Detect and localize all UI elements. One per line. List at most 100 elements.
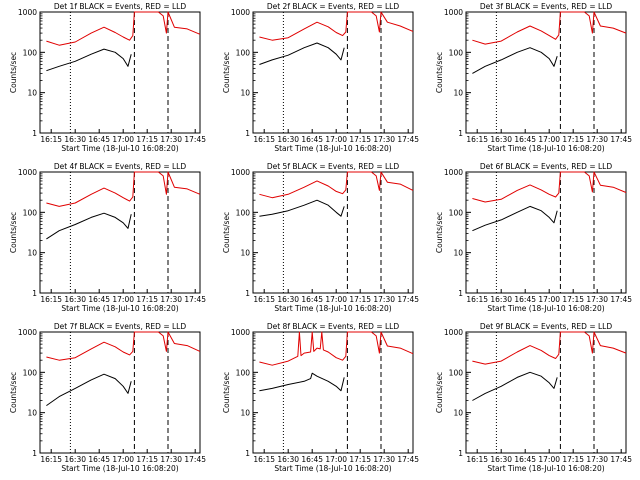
plot-frame [465,11,627,134]
y-tick-label: 1000 [444,168,463,177]
x-tick-label: 17:00 [112,455,134,464]
chart-title: Det 8f BLACK = Events, RED = LLD [267,322,400,331]
y-tick-label: 1 [32,449,37,458]
x-axis-label: Start Time (18-Jul-10 16:08:20) [274,304,391,313]
y-tick-label: 100 [23,368,38,377]
x-tick-label: 17:15 [349,455,371,464]
lld-series-line [46,171,201,207]
y-tick-label: 1 [458,129,463,138]
lld-series-line [472,331,627,365]
y-tick-label: 1 [32,129,37,138]
events-series-line [46,373,132,407]
y-axis-label: Counts/sec [435,52,444,93]
chart-title: Det 9f BLACK = Events, RED = LLD [480,322,613,331]
plot-frame [465,171,627,294]
chart-title: Det 1f BLACK = Events, RED = LLD [54,2,187,11]
x-tick-label: 16:15 [40,455,62,464]
events-series-line [472,371,558,401]
detector-chart-8: Det 8f BLACK = Events, RED = LLD 1 10 100 10… [222,322,419,473]
x-tick-label: 16:30 [277,135,299,144]
events-series-line [259,199,345,217]
x-tick-label: 17:45 [397,455,419,464]
detector-chart-9: Det 9f BLACK = Events, RED = LLD 1 10 100 10… [435,322,632,473]
x-tick-label: 17:00 [112,135,134,144]
y-tick-label: 10 [453,409,463,418]
lld-series-line [46,331,201,361]
x-tick-label: 17:00 [325,295,347,304]
x-tick-label: 17:30 [373,295,395,304]
x-tick-label: 16:45 [301,455,323,464]
x-tick-label: 17:45 [397,295,419,304]
events-series-line [259,42,345,65]
events-series-line [472,47,558,74]
y-tick-label: 1 [458,289,463,298]
x-axis-label: Start Time (18-Jul-10 16:08:20) [274,464,391,473]
y-tick-label: 1000 [18,168,37,177]
detector-chart-6: Det 6f BLACK = Events, RED = LLD 1 10 100 10… [435,162,632,313]
detector-chart-5: Det 5f BLACK = Events, RED = LLD 1 10 100 10… [222,162,419,313]
chart-title: Det 7f BLACK = Events, RED = LLD [54,322,187,331]
y-tick-label: 1000 [18,8,37,17]
y-axis-label: Counts/sec [222,212,231,253]
y-tick-label: 1000 [18,328,37,337]
x-tick-label: 17:30 [373,455,395,464]
x-tick-label: 16:30 [64,135,86,144]
x-tick-label: 16:30 [490,135,512,144]
x-tick-label: 17:00 [325,135,347,144]
y-tick-label: 1000 [231,168,250,177]
y-tick-label: 100 [449,368,464,377]
y-tick-label: 1 [245,449,250,458]
y-axis-label: Counts/sec [222,372,231,413]
x-tick-label: 16:30 [277,295,299,304]
x-tick-label: 17:15 [136,135,158,144]
y-tick-label: 1000 [444,8,463,17]
x-tick-label: 17:00 [112,295,134,304]
x-tick-label: 16:15 [40,135,62,144]
x-tick-label: 16:45 [514,135,536,144]
y-tick-label: 100 [23,48,38,57]
y-tick-label: 1 [458,449,463,458]
x-tick-label: 17:00 [325,455,347,464]
x-tick-label: 16:15 [253,135,275,144]
x-tick-label: 16:45 [514,455,536,464]
x-tick-label: 16:15 [253,455,275,464]
y-tick-label: 10 [27,89,37,98]
y-axis-label: Counts/sec [435,372,444,413]
x-axis-label: Start Time (18-Jul-10 16:08:20) [487,464,604,473]
y-tick-label: 100 [23,208,38,217]
x-tick-label: 16:15 [466,455,488,464]
x-tick-label: 16:15 [253,295,275,304]
lld-series-line [259,171,414,199]
lld-series-line [472,11,627,45]
x-tick-label: 16:15 [466,295,488,304]
x-tick-label: 17:15 [562,135,584,144]
detector-chart-1: Det 1f BLACK = Events, RED = LLD 1 10 100 10… [9,2,206,153]
y-tick-label: 1000 [444,328,463,337]
y-tick-label: 10 [240,89,250,98]
y-tick-label: 1 [32,289,37,298]
y-tick-label: 100 [236,48,251,57]
y-tick-label: 100 [236,368,251,377]
x-axis-label: Start Time (18-Jul-10 16:08:20) [61,144,178,153]
lld-series-line [46,11,201,46]
plot-frame [39,11,201,134]
x-tick-label: 17:30 [586,455,608,464]
x-tick-label: 17:30 [160,295,182,304]
chart-title: Det 6f BLACK = Events, RED = LLD [480,162,613,171]
chart-title: Det 4f BLACK = Events, RED = LLD [54,162,187,171]
lld-series-line [472,171,627,203]
chart-title: Det 5f BLACK = Events, RED = LLD [267,162,400,171]
y-tick-label: 100 [449,48,464,57]
x-tick-label: 17:45 [184,455,206,464]
x-tick-label: 16:45 [301,135,323,144]
y-axis-label: Counts/sec [9,212,18,253]
events-series-line [472,205,558,232]
y-tick-label: 100 [449,208,464,217]
y-tick-label: 10 [453,249,463,258]
x-tick-label: 16:30 [64,295,86,304]
plot-frame [39,171,201,294]
x-tick-label: 17:00 [538,135,560,144]
x-tick-label: 17:30 [160,135,182,144]
x-tick-label: 16:15 [40,295,62,304]
